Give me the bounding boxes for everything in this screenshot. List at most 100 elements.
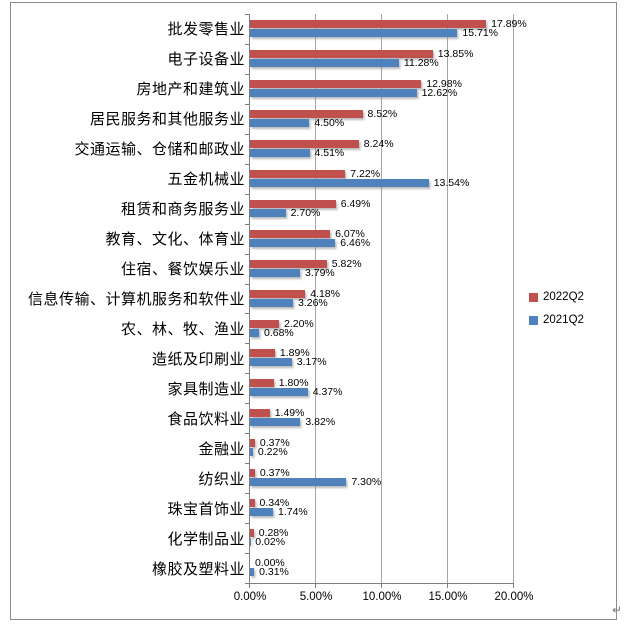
value-label-2022q2: 1.89%	[279, 347, 310, 360]
bar-2021q2	[250, 238, 336, 247]
category-label: 居民服务和其他服务业	[89, 111, 245, 129]
category-label: 纺织业	[198, 470, 245, 488]
bar-2022q2	[250, 229, 331, 238]
legend-item: 2022Q2	[529, 291, 584, 303]
category-label: 交通运输、仓储和邮政业	[74, 141, 245, 159]
category-axis-tick	[245, 254, 249, 255]
legend: 2022Q2 2021Q2	[529, 291, 584, 337]
category-axis-tick	[245, 373, 249, 374]
legend-label: 2022Q2	[543, 291, 584, 303]
category-axis-tick	[245, 403, 249, 404]
category-label: 造纸及印刷业	[151, 350, 245, 368]
bar-2022q2	[250, 289, 306, 298]
value-label-2021q2: 15.71%	[462, 27, 499, 39]
gridline	[381, 14, 382, 583]
bar-2022q2	[250, 379, 274, 388]
category-label: 珠宝首饰业	[167, 500, 245, 518]
bar-2022q2	[250, 20, 487, 28]
bar-2022q2	[250, 529, 254, 538]
category-axis-tick	[245, 74, 249, 75]
bar-2021q2	[250, 178, 429, 187]
value-label-2022q2: 12.98%	[426, 77, 462, 90]
category-axis-tick	[245, 44, 249, 45]
bar-2022q2	[250, 199, 336, 208]
value-label-2021q2: 4.37%	[312, 386, 343, 399]
category-axis-tick	[245, 343, 249, 344]
category-axis-tick	[245, 164, 249, 165]
bar-2022q2	[250, 439, 255, 448]
category-label: 家具制造业	[167, 380, 245, 398]
value-label-2022q2: 8.24%	[363, 137, 394, 150]
bar-2022q2	[250, 259, 327, 268]
value-label-2021q2: 6.46%	[340, 236, 371, 249]
x-axis-tick	[447, 584, 448, 588]
x-axis-tick-label: 10.00%	[362, 591, 402, 603]
value-label-2022q2: 0.37%	[259, 437, 290, 450]
x-axis-tick-label: 5.00%	[299, 591, 333, 603]
gridline	[513, 14, 514, 583]
x-axis-tick	[249, 584, 250, 588]
bar-2021q2	[250, 298, 293, 307]
bar-2021q2	[250, 208, 286, 217]
category-axis-tick	[245, 493, 249, 494]
bar-2021q2	[250, 448, 253, 457]
value-label-2021q2: 3.26%	[298, 296, 328, 309]
category-label: 租赁和商务服务业	[120, 201, 245, 219]
x-axis-tick	[381, 584, 382, 588]
value-label-2021q2: 1.74%	[278, 506, 308, 519]
value-label-2022q2: 6.07%	[335, 227, 365, 240]
bar-2021q2	[250, 268, 300, 277]
value-label-2022q2: 8.52%	[367, 107, 398, 120]
category-axis-labels: 批发零售业 电子设备业 房地产和建筑业 居民服务和其他服务业 交通运输、仓储和邮政业 五金…	[14, 14, 245, 583]
value-label-2021q2: 7.30%	[351, 476, 382, 489]
value-label-2022q2: 2.20%	[284, 317, 314, 330]
gridline	[315, 14, 316, 583]
category-axis-tick	[245, 284, 249, 285]
bar-2022q2	[250, 319, 279, 328]
value-label-2021q2: 2.70%	[290, 206, 321, 219]
category-label: 化学制品业	[167, 530, 245, 548]
bar-2022q2	[250, 139, 359, 148]
value-label-2022q2: 0.28%	[258, 527, 289, 540]
value-label-2022q2: 13.85%	[437, 47, 474, 60]
bar-2022q2	[250, 469, 255, 478]
legend-swatch	[529, 315, 538, 325]
value-label-2022q2: 17.89%	[491, 18, 527, 30]
bar-2021q2	[250, 328, 259, 337]
bar-2021q2	[250, 118, 310, 127]
category-label: 批发零售业	[167, 21, 245, 39]
category-label: 电子设备业	[167, 51, 245, 69]
value-label-2022q2: 0.34%	[259, 497, 290, 510]
value-label-2022q2: 5.82%	[331, 257, 362, 270]
bar-2021q2	[250, 148, 310, 157]
bar-2022q2	[250, 49, 433, 58]
x-axis-tick-label: 0.00%	[233, 591, 267, 603]
value-label-2022q2: 7.22%	[350, 167, 381, 180]
value-label-2021q2: 12.62%	[421, 86, 458, 99]
bar-2022q2	[250, 169, 346, 178]
bar-2022q2	[250, 409, 270, 418]
value-label-2021q2: 0.02%	[255, 536, 286, 549]
category-axis-tick	[245, 463, 249, 464]
category-label: 五金机械业	[167, 171, 245, 189]
gridline	[447, 14, 448, 583]
bar-2021q2	[250, 508, 273, 517]
chart-frame	[10, 2, 617, 620]
category-axis-tick	[245, 313, 249, 314]
value-label-2021q2: 0.68%	[264, 326, 294, 339]
x-axis-tick-label: 20.00%	[494, 591, 534, 603]
value-label-2021q2: 11.28%	[403, 56, 439, 69]
bar-2022q2	[250, 499, 255, 508]
category-axis-tick	[245, 523, 249, 524]
return-mark: ↵	[612, 603, 623, 617]
bar-2021q2	[250, 29, 458, 37]
category-axis-tick	[245, 553, 249, 554]
x-axis-tick-label: 15.00%	[428, 591, 468, 603]
value-label-2022q2: 0.00%	[255, 557, 285, 570]
bar-2022q2	[250, 79, 422, 88]
category-axis-tick	[245, 224, 249, 225]
value-label-2022q2: 0.37%	[259, 467, 290, 480]
value-label-2021q2: 13.54%	[433, 176, 470, 189]
category-label: 金融业	[198, 440, 245, 458]
